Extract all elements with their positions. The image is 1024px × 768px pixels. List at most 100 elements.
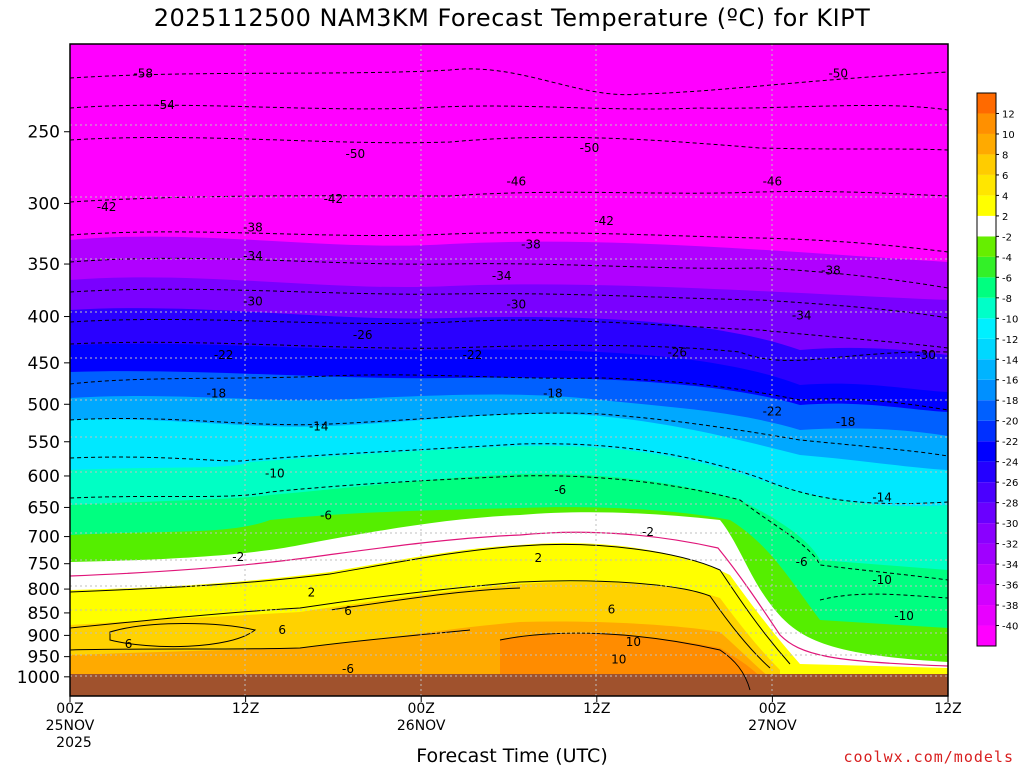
isotherm-lines-cold (70, 68, 948, 601)
colorbar-label: -38 (1002, 601, 1018, 612)
colorbar-label: -30 (1002, 519, 1018, 530)
colorbar-swatch (977, 154, 996, 175)
colorbar-swatch (977, 420, 996, 442)
colorbar-label: -16 (1002, 376, 1018, 387)
x-tick-label: 12Z (232, 701, 259, 717)
colorbar-label: -40 (1002, 622, 1018, 633)
isotherm-label: 6 (344, 604, 352, 618)
colorbar-swatch (977, 297, 996, 319)
x-tick-label: 00Z (759, 701, 786, 717)
colorbar: -40-38-36-34-32-30-28-26-24-22-20-18-16-… (976, 92, 1018, 647)
isotherm-label: -50 (346, 147, 366, 161)
isotherm-label: -42 (324, 192, 344, 206)
colorbar-frame (976, 92, 997, 647)
isotherm-label: -18 (207, 386, 227, 400)
colorbar-swatch (977, 543, 996, 565)
isotherm-label: 6 (608, 602, 616, 616)
colorbar-label: 10 (1002, 130, 1015, 141)
isotherm-label: -22 (763, 405, 783, 419)
colorbar-swatch (977, 215, 996, 237)
y-tick-label: 450 (28, 354, 60, 374)
colorbar-label: -26 (1002, 478, 1018, 489)
x-tick-label: 00Z (407, 701, 434, 717)
isotherm-label: 10 (626, 635, 641, 649)
x-tick-label: 12Z (583, 701, 610, 717)
isotherm-label: -58 (133, 66, 153, 80)
colorbar-label: -36 (1002, 581, 1018, 592)
colorbar-label: -18 (1002, 396, 1018, 407)
x-tick-label: 26NOV (397, 718, 446, 734)
isotherm-label: -30 (243, 294, 263, 308)
y-tick-label: 600 (28, 467, 60, 487)
x-axis-title: Forecast Time (UTC) (416, 745, 608, 767)
isotherm-label: -10 (894, 609, 914, 623)
x-tick-label: 27NOV (748, 718, 797, 734)
y-tick-label: 950 (28, 648, 60, 668)
isotherm-label: -2 (232, 550, 244, 564)
colorbar-swatch (977, 625, 996, 646)
colorbar-label: -6 (1002, 273, 1012, 284)
isotherm-label: 2 (534, 551, 542, 565)
colorbar-swatch (977, 482, 996, 503)
isotherm-label: -6 (554, 483, 566, 497)
isotherm-label: -22 (214, 348, 234, 362)
y-tick-label: 550 (28, 433, 60, 453)
colorbar-label: 12 (1002, 109, 1015, 120)
isotherm-label: -6 (320, 509, 332, 523)
colorbar-label: 2 (1002, 212, 1008, 223)
isotherm-label: -50 (580, 141, 600, 155)
colorbar-swatch (977, 256, 996, 278)
y-tick-label: 850 (28, 604, 60, 624)
isotherm-label: -22 (463, 348, 483, 362)
isotherm-label: -26 (667, 345, 687, 359)
isotherm-label: -34 (792, 309, 812, 323)
isotherm-label: -34 (243, 249, 263, 263)
y-tick-label: 700 (28, 528, 60, 548)
freezing-line (70, 531, 948, 667)
isotherm-label: -30 (916, 348, 936, 362)
chart-title: 2025112500 NAM3KM Forecast Temperature (… (153, 4, 871, 32)
colorbar-swatch (977, 318, 996, 339)
colorbar-swatch (977, 338, 996, 360)
colorbar-label: -22 (1002, 437, 1018, 448)
isotherm-label: -34 (492, 269, 512, 283)
colorbar-swatch (977, 400, 996, 421)
ground (70, 674, 948, 696)
isotherm-label: 2 (308, 586, 316, 600)
isotherm-label: -38 (821, 264, 841, 278)
colorbar-label: -10 (1002, 314, 1018, 325)
colorbar-label: -2 (1002, 232, 1012, 243)
colorbar-label: 6 (1002, 171, 1008, 182)
y-tick-label: 650 (28, 498, 60, 518)
isotherm-label: 6 (278, 623, 286, 637)
temperature-field (70, 44, 948, 696)
colorbar-label: -24 (1002, 458, 1018, 469)
colorbar-swatch (977, 133, 996, 155)
isotherm-label: -6 (796, 555, 808, 569)
isotherm-label: -10 (872, 573, 892, 587)
isotherm-label: -38 (243, 220, 263, 234)
isotherm-label: -18 (836, 415, 856, 429)
x-tick-label: 25NOV (46, 718, 95, 734)
y-tick-label: 500 (28, 395, 60, 415)
x-tick-label: 2025 (56, 735, 92, 751)
colorbar-label: -34 (1002, 560, 1018, 571)
colorbar-swatch (977, 174, 996, 196)
colorbar-swatch (977, 584, 996, 606)
colorbar-swatch (977, 236, 996, 257)
colorbar-label: -28 (1002, 499, 1018, 510)
colorbar-swatch (977, 564, 996, 585)
y-tick-label: 400 (28, 308, 60, 328)
colorbar-label: 4 (1002, 191, 1008, 202)
isotherm-label: -18 (543, 386, 563, 400)
y-tick-label: 750 (28, 555, 60, 575)
credit-link[interactable]: coolwx.com/models (843, 748, 1014, 766)
x-tick-label: 12Z (934, 701, 961, 717)
isotherm-label: -46 (763, 174, 783, 188)
x-tick-label: 00Z (56, 701, 83, 717)
colorbar-swatch (977, 441, 996, 462)
isotherm-label: -42 (594, 214, 614, 228)
isotherm-labels: -58 -54 -50 -50 -50 -42 -42 -46 -46 -38 -34 -42 -38 -… (97, 66, 936, 676)
plot-frame (69, 43, 949, 697)
